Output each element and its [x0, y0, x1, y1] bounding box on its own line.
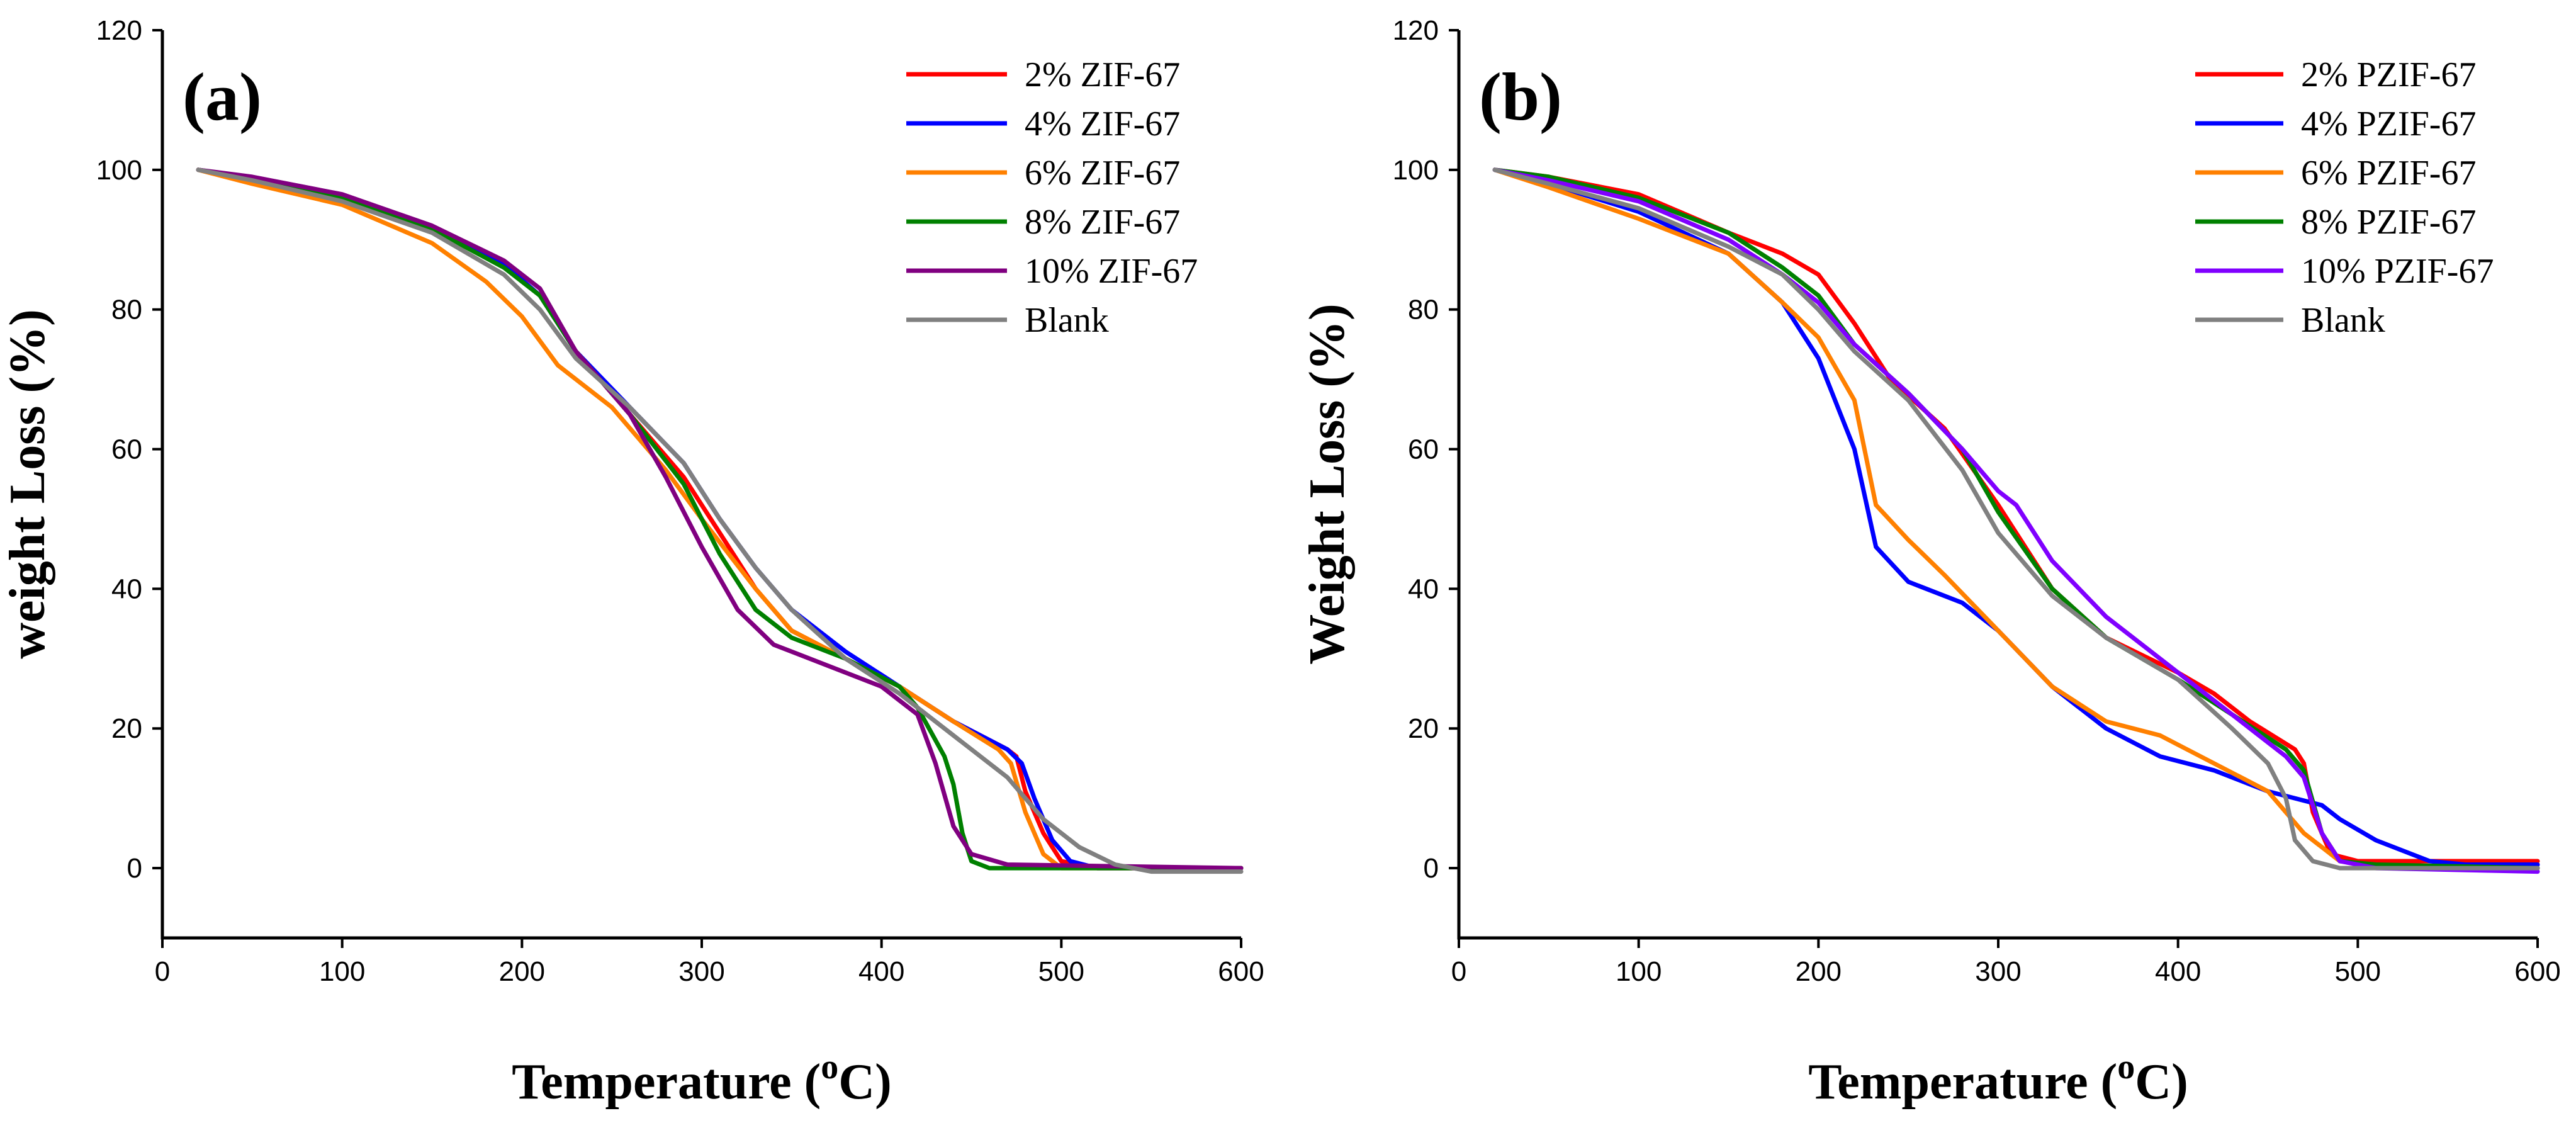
panel-b: 0 100 200 300 400 500 600 0 20 40 60 80 100 120 (b) 2% …: [1300, 15, 2561, 1110]
legend-label-a-5: Blank: [1025, 301, 1109, 340]
x-tick-label-b: 100: [1616, 956, 1662, 987]
y-tick-label-b: 40: [1408, 573, 1439, 604]
x-axis-title-b: Temperature (oC): [1808, 1047, 2188, 1110]
y-axis-title-b: Weight Loss (%): [1300, 303, 1355, 664]
y-tick-label-b: 0: [1424, 853, 1439, 884]
series-line-a-3: [196, 167, 1244, 871]
y-tick-label-a: 40: [111, 573, 142, 604]
x-tick-label-a: 400: [858, 956, 904, 987]
x-tick-label-b: 600: [2514, 956, 2560, 987]
legend-label-a-4: 10% ZIF-67: [1025, 252, 1198, 291]
y-tick-label-a: 100: [96, 155, 142, 186]
legend-label-b-2: 6% PZIF-67: [2301, 154, 2476, 193]
y-tick-label-b: 100: [1393, 155, 1439, 186]
x-tick-label-a: 0: [155, 956, 170, 987]
legend-label-b-3: 8% PZIF-67: [2301, 203, 2476, 242]
y-tick-label-b: 80: [1408, 295, 1439, 325]
y-tick-label-b: 60: [1408, 434, 1439, 465]
legend-label-a-1: 4% ZIF-67: [1025, 104, 1180, 144]
x-tick-label-b: 300: [1975, 956, 2021, 987]
series-line-a-4: [196, 167, 1244, 871]
x-axis-title-a: Temperature (oC): [512, 1047, 891, 1110]
series-line-b-4: [1492, 167, 2540, 874]
x-tick-label-a: 600: [1218, 956, 1264, 987]
y-tick-label-a: 80: [111, 295, 142, 325]
x-tick-label-a: 100: [319, 956, 365, 987]
series-line-b-2: [1492, 167, 2540, 871]
legend-label-b-0: 2% PZIF-67: [2301, 55, 2476, 94]
x-tick-label-b: 500: [2335, 956, 2381, 987]
x-tick-label-b: 200: [1796, 956, 1842, 987]
y-axis-title-a: weight Loss (%): [0, 309, 55, 659]
series-line-a-5: [196, 167, 1244, 874]
panel-a: 0 100 200 300 400 500 600 0 20 40 60 80 100 120 (a) 2% …: [0, 15, 1264, 1110]
y-tick-label-a: 20: [111, 713, 142, 744]
x-tick-label-a: 500: [1038, 956, 1084, 987]
legend-label-b-1: 4% PZIF-67: [2301, 104, 2476, 144]
x-tick-label-a: 200: [499, 956, 545, 987]
legend-label-b-4: 10% PZIF-67: [2301, 252, 2494, 291]
x-tick-label-a: 300: [678, 956, 724, 987]
panel-label-b: (b): [1479, 60, 1562, 135]
legend-label-a-2: 6% ZIF-67: [1025, 154, 1180, 193]
legend-label-b-5: Blank: [2301, 301, 2385, 340]
y-tick-label-b: 20: [1408, 713, 1439, 744]
legend-label-a-3: 8% ZIF-67: [1025, 203, 1180, 242]
y-tick-label-a: 0: [127, 853, 142, 884]
x-tick-label-b: 0: [1451, 956, 1466, 987]
legend-label-a-0: 2% ZIF-67: [1025, 55, 1180, 94]
y-tick-label-a: 120: [96, 15, 142, 46]
y-tick-label-a: 60: [111, 434, 142, 465]
panel-label-a: (a): [183, 60, 262, 135]
x-tick-label-b: 400: [2155, 956, 2201, 987]
y-tick-label-b: 120: [1393, 15, 1439, 46]
series-line-b-5: [1492, 167, 2540, 871]
